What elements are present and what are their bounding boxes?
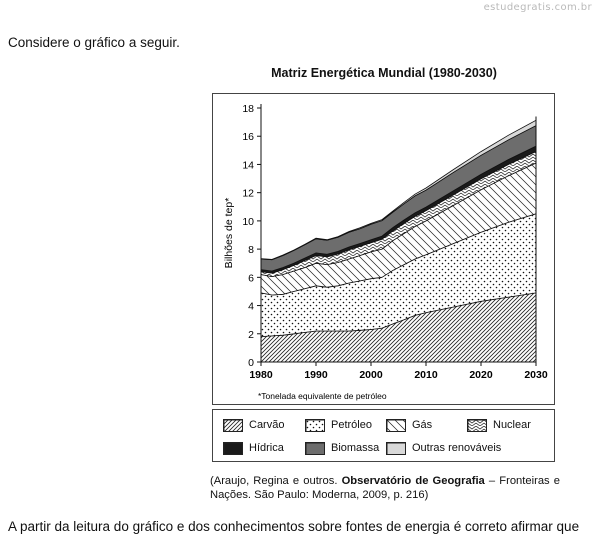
intro-text: Considere o gráfico a seguir. [8,35,180,50]
chart-legend: Carvão Petróleo Gás Nuclear Hídrica Biom… [212,409,555,462]
chart-footnote: *Tonelada equivalente de petróleo [258,391,387,401]
legend-label: Biomassa [331,442,380,454]
question-text: A partir da leitura do gráfico e dos con… [8,519,580,534]
y-tick-label: 10 [242,216,254,228]
nuclear-swatch-icon [467,418,487,432]
oil-swatch-icon [305,418,325,432]
y-tick-label: 16 [242,131,254,143]
legend-item-hydro: Hídrica [223,440,284,456]
x-tick-label: 2010 [414,369,438,381]
other-renewables-swatch-icon [386,441,406,455]
x-tick-label: 1980 [249,369,273,381]
legend-item-oil: Petróleo [305,417,372,433]
y-tick-label: 12 [242,188,254,200]
legend-label: Petróleo [331,419,372,431]
y-tick-label: 18 [242,103,254,115]
source-prefix: (Araujo, Regina e outros. [210,475,342,487]
coal-swatch-icon [223,418,243,432]
legend-label: Hídrica [249,442,284,454]
legend-item-other-renewables: Outras renováveis [386,440,501,456]
x-tick-label: 2000 [359,369,383,381]
x-tick-label: 2030 [524,369,548,381]
x-tick-label: 2020 [469,369,493,381]
hydro-swatch-icon [223,441,243,455]
site-watermark: estudegratis.com.br [483,2,592,13]
y-tick-label: 14 [242,159,254,171]
legend-label: Carvão [249,419,285,431]
source-citation: (Araujo, Regina e outros. Observatório d… [210,474,560,502]
y-tick-label: 4 [248,301,254,313]
y-tick-label: 8 [248,244,254,256]
legend-item-gas: Gás [386,417,432,433]
source-suffix: – Fronteiras e Nações. São Paulo: Modern… [210,475,560,501]
gas-swatch-icon [386,418,406,432]
legend-item-biomass: Biomassa [305,440,379,456]
biomass-swatch-icon [305,441,325,455]
legend-label: Gás [412,419,433,431]
source-book-title: Observatório de Geografia [341,475,485,487]
y-tick-label: 6 [248,272,254,284]
y-tick-label: 0 [248,357,254,369]
chart-frame: 0 2 4 6 8 10 12 14 16 18 1980 1990 2000 2010 2020 2030 … [212,93,555,405]
y-axis-label: Bilhões de tep* [223,198,235,269]
legend-label: Nuclear [493,419,531,431]
y-tick-label: 2 [248,329,254,341]
x-tick-label: 1990 [304,369,328,381]
legend-label: Outras renováveis [412,442,502,454]
legend-item-coal: Carvão [223,417,284,433]
chart-title: Matriz Energética Mundial (1980-2030) [271,66,497,80]
legend-item-nuclear: Nuclear [467,417,531,433]
